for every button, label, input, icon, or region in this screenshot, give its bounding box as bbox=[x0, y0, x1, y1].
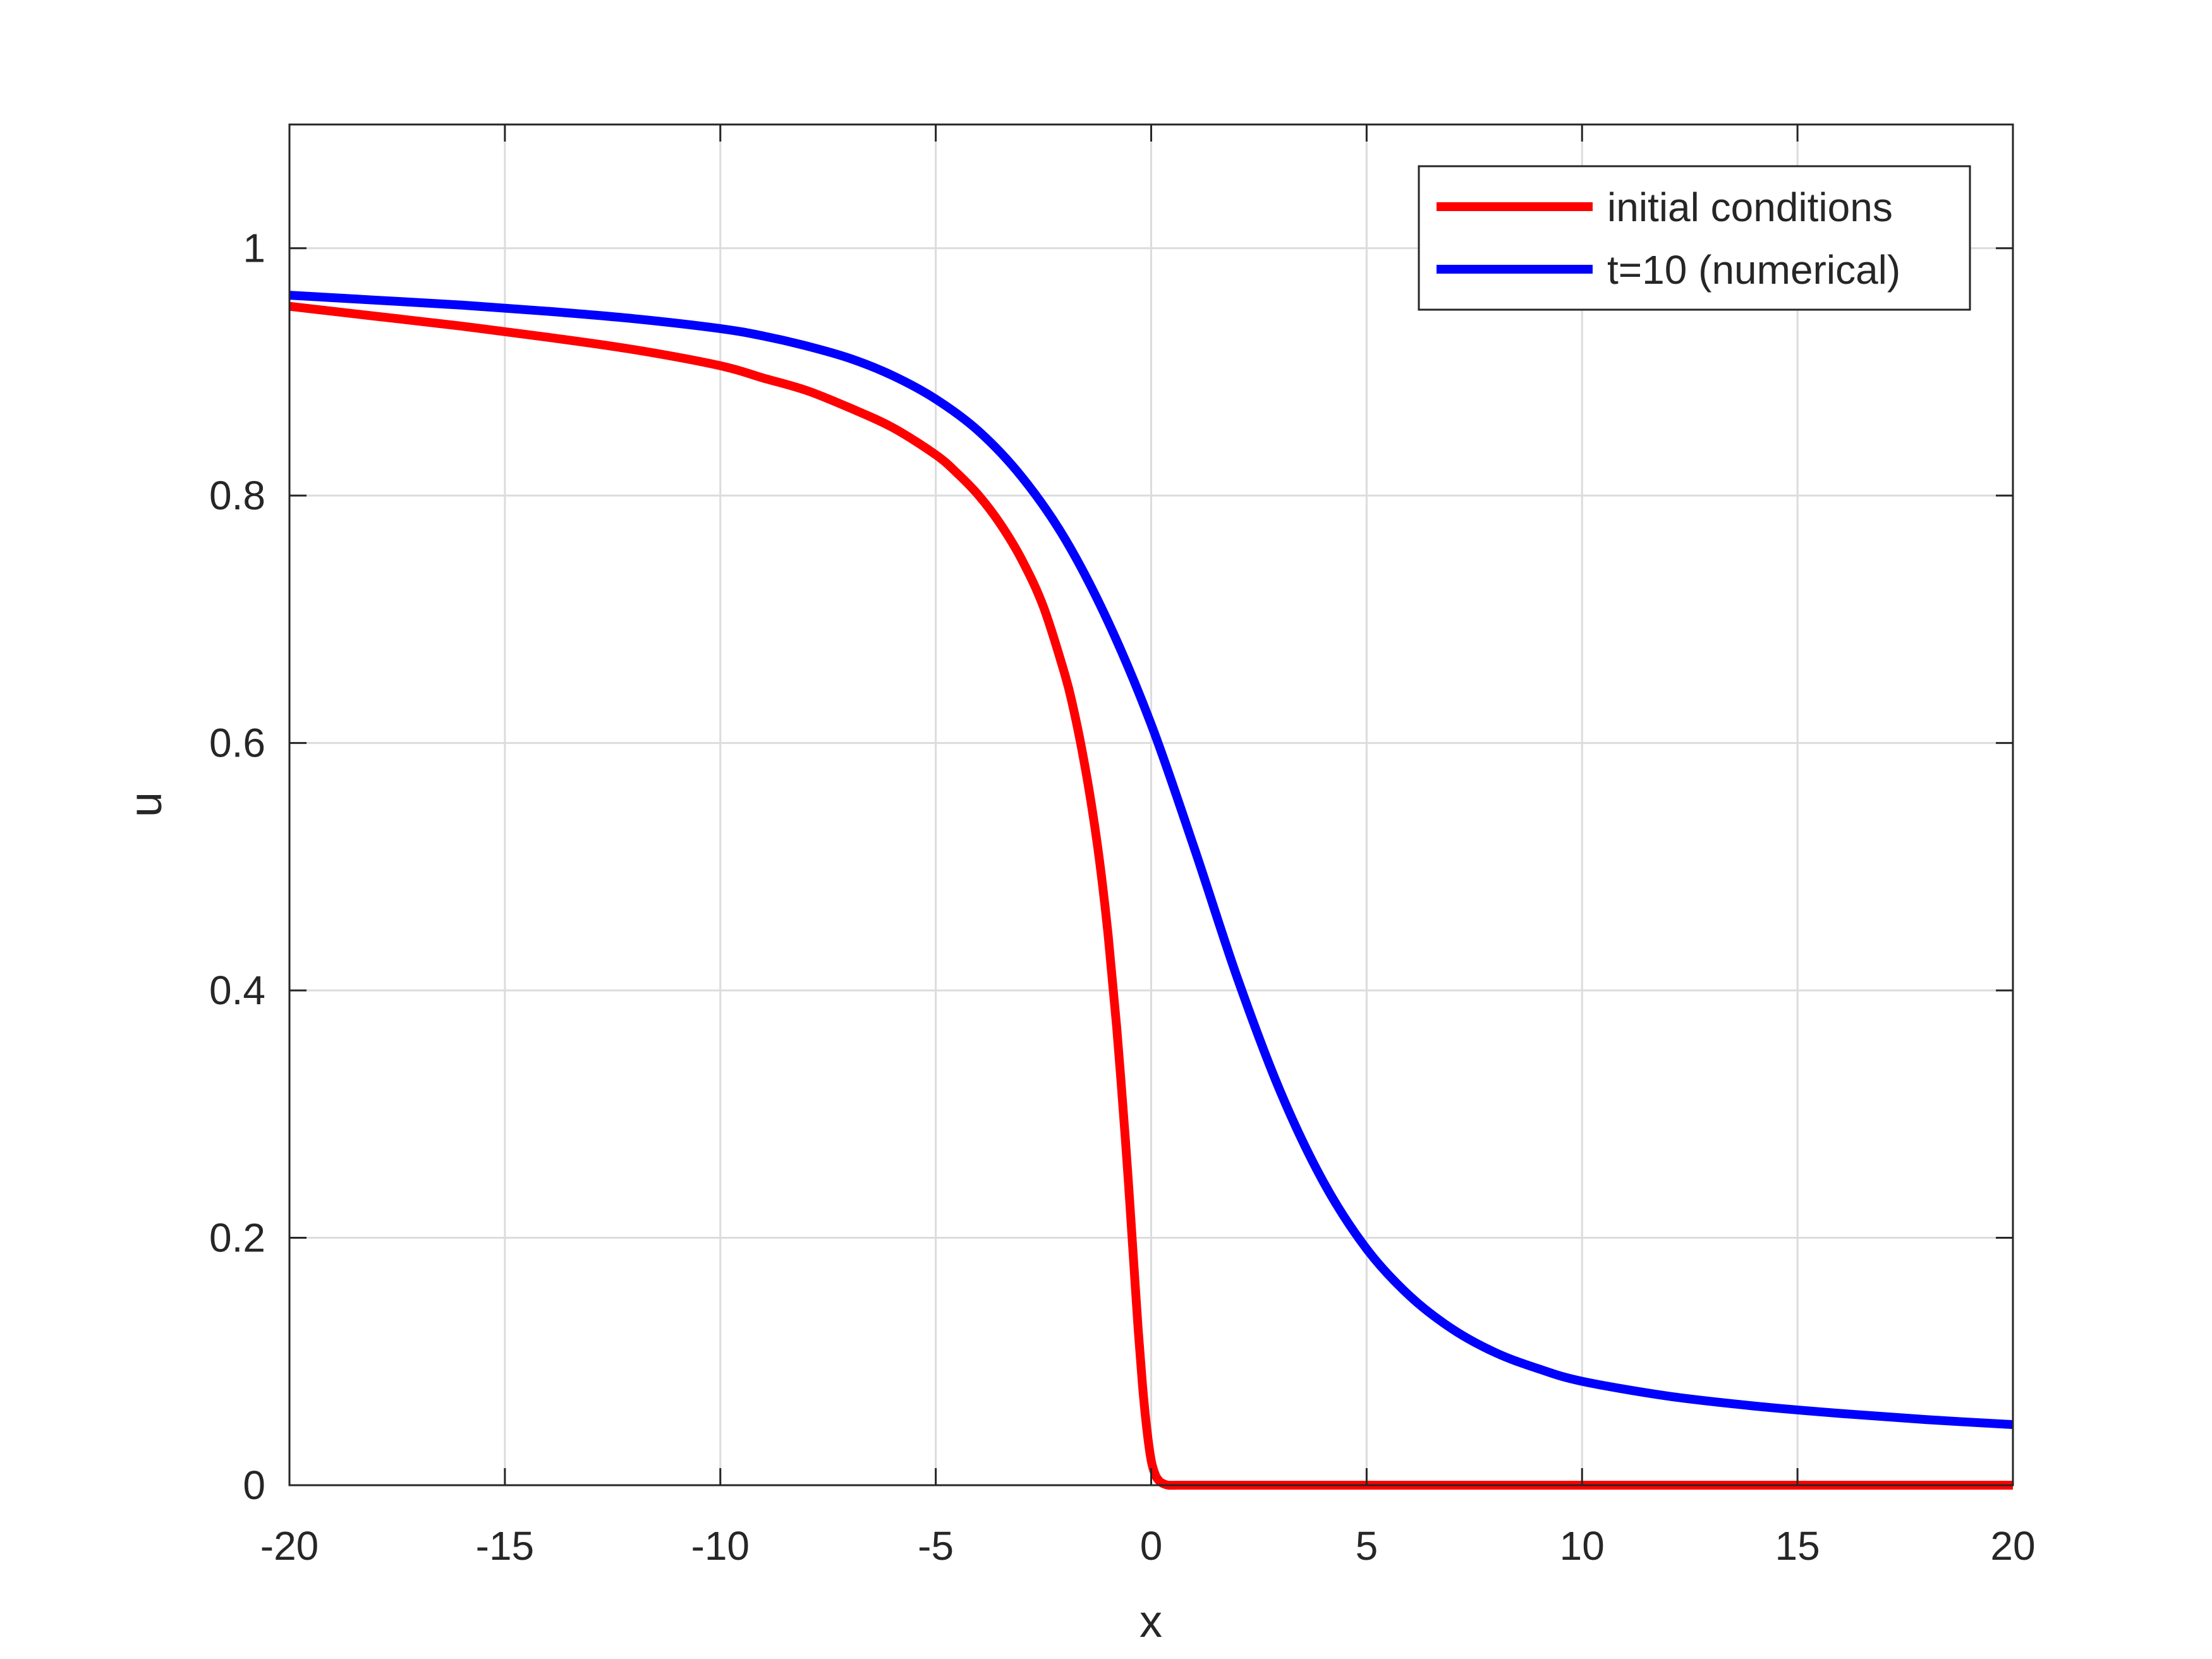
legend-box bbox=[1418, 165, 1971, 311]
grid-lines bbox=[288, 125, 2014, 1486]
x-tick-label: -15 bbox=[476, 1523, 535, 1569]
legend-label-t10-numerical: t=10 (numerical) bbox=[1607, 247, 1900, 293]
y-tick-label: 0.8 bbox=[209, 473, 265, 518]
x-tick-label: 10 bbox=[1560, 1523, 1605, 1569]
y-tick-label: 0.2 bbox=[209, 1215, 265, 1261]
axis-ticks bbox=[288, 125, 2014, 1486]
y-tick-label: 0.6 bbox=[209, 720, 265, 766]
series-t10-numerical-line bbox=[289, 291, 2014, 1430]
y-tick-label: 0.4 bbox=[209, 968, 265, 1013]
x-tick-label: 15 bbox=[1775, 1523, 1820, 1569]
tick-labels: -20 -15 -10 -5 0 5 10 15 20 0 0.2 0.4 0.6 0.8 1 bbox=[209, 226, 2036, 1569]
x-tick-label: 5 bbox=[1356, 1523, 1378, 1569]
y-tick-label: 0 bbox=[243, 1462, 265, 1508]
legend: initial conditions t=10 (numerical) bbox=[1418, 165, 1971, 311]
x-tick-label: -20 bbox=[260, 1523, 319, 1569]
x-tick-label: 0 bbox=[1140, 1523, 1163, 1569]
y-axis-label: u bbox=[121, 792, 171, 817]
x-tick-label: 20 bbox=[1990, 1523, 2035, 1569]
legend-label-initial-conditions: initial conditions bbox=[1607, 185, 1893, 230]
x-axis-label: x bbox=[1139, 1596, 1162, 1647]
x-tick-label: -10 bbox=[691, 1523, 750, 1569]
y-tick-label: 1 bbox=[243, 226, 265, 271]
x-tick-label: -5 bbox=[918, 1523, 954, 1569]
